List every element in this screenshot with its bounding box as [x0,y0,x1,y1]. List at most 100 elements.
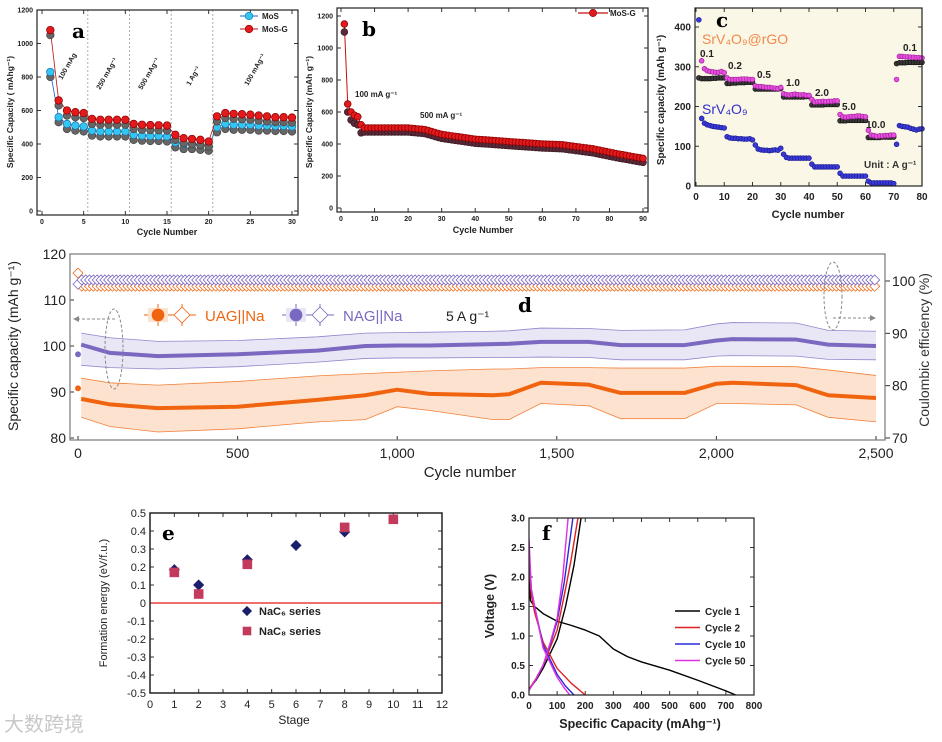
data-point [171,130,180,139]
legend-ce-marker [311,306,329,324]
ce-marker [869,274,881,286]
data-point [254,111,263,120]
x-tick-label: 2,500 [858,445,893,461]
data-point [862,173,869,179]
y-tick-label: 800 [321,77,333,84]
x-tick-label: 500 [661,701,678,712]
data-point [237,110,247,119]
y-tick-label: 0.3 [131,544,146,556]
data-point [890,180,897,187]
y-tick-label: 200 [674,102,691,113]
y2-tick-label: 70 [892,430,908,446]
legend-marker [242,626,252,636]
panel-e: 0 1 2 3 4 5 6 7 8 9 10 11 12-0.5-0.4-0.3-0.2-0.100.1… [98,508,448,727]
data-point [179,133,188,143]
arrow-left-head [73,316,79,322]
y-tick-label: 1.0 [511,632,525,643]
y-tick-label: 0.5 [131,508,146,520]
legend-label: Cycle 50 [705,657,746,668]
y-tick-label: 3.0 [511,514,525,525]
y-tick-label: 0.4 [131,526,146,538]
x-tick-label: 600 [689,701,706,712]
data-point [806,155,812,161]
x-tick-label: 60 [538,216,546,223]
charge-curve [529,518,579,690]
legend-capacity-marker [289,308,303,322]
data-point [242,559,253,570]
data-point [187,134,197,144]
x-axis-title: Specific Capacity (mAhg⁻¹) [559,717,721,731]
x-tick-label: 20 [404,216,412,223]
data-point [893,76,900,83]
rate-label: 1.0 [786,78,800,89]
x-tick-label: 30 [775,192,787,203]
y-axis-title: Voltage (V) [483,574,497,638]
data-point [698,115,705,122]
rate-label: 10.0 [866,120,886,131]
data-point [752,142,759,148]
x-tick-label: 10 [371,216,379,223]
y-tick-label: 0.2 [131,562,146,574]
x-tick-label: 400 [633,701,650,712]
x-tick-label: 70 [572,216,580,223]
rate-annotation: 250 mAg⁻¹ [96,56,120,91]
legend-label: MoS-G [610,9,636,18]
first-capacity-point [75,351,81,358]
series-label-bare: SrV₄O₉ [702,101,748,117]
data-point [271,113,280,122]
x-tick-label: 0 [526,701,532,712]
y-axis-title: Formation energy (eV/f.u.) [98,539,110,667]
rate-annotation: 500 mAg⁻¹ [138,56,162,91]
data-point [721,69,727,76]
legend-marker [241,605,253,617]
data-point [890,132,897,138]
rate-annotation: 100 mA g⁻¹ [355,90,397,99]
panel-b: 0 10 20 30 40 50 60 70 80 90 0 200 400 600 800 1000 1200… [304,7,649,235]
x-tick-label: 500 [226,445,250,461]
x-axis-title: Stage [278,713,310,727]
dashed-ellipse-right [823,261,843,331]
data-point [196,135,205,144]
x-tick-label: 1 [171,699,177,711]
data-point [54,113,63,122]
legend-label: MoS-G [262,25,288,34]
legend-label: MoS [262,12,280,21]
data-point [290,539,302,551]
arrow-right-head [870,315,876,321]
data-point [62,119,72,129]
y-tick-label: -0.4 [127,670,146,682]
y2-tick-label: 90 [892,325,908,341]
x-axis-title: Cycle number [424,464,517,481]
data-point [87,114,97,124]
ce-marker [72,267,84,279]
panel-letter: c [716,8,728,32]
band-upper-line [81,322,877,342]
x-axis-title: Cycle Number [137,227,198,237]
panel-d: 0 500 1,000 1,500 2,000 2,500 80 90 100 110 120 70 8… [5,246,932,481]
rate-label: 0.2 [728,61,742,72]
legend-label: UAG||Na [205,308,265,325]
data-point [96,115,105,124]
legend-label: NaC₈ series [259,626,321,638]
y-tick-label: 110 [44,292,67,308]
data-point [262,112,272,121]
plot-frame [69,253,886,441]
y-tick-label: 100 [43,338,67,354]
x-tick-label: 80 [606,216,614,223]
data-point [46,25,55,35]
rate-annotation: 1 Ag⁻¹ [186,65,203,87]
data-point [221,108,230,118]
data-point [287,113,297,122]
x-tick-label: 20 [205,219,213,226]
x-tick-label: 700 [718,701,735,712]
y-tick-label: 0 [329,205,333,212]
data-point [865,127,872,134]
data-point [204,137,213,146]
legend-capacity-marker [151,308,165,322]
discharge-curve [529,547,575,695]
x-tick-label: 2 [196,699,202,711]
x-tick-label: 9 [366,699,372,711]
rate-annotation: 100 mAg⁻¹ [244,52,268,87]
x-axis-title: Cycle number [772,209,845,221]
x-tick-label: 50 [832,192,844,203]
